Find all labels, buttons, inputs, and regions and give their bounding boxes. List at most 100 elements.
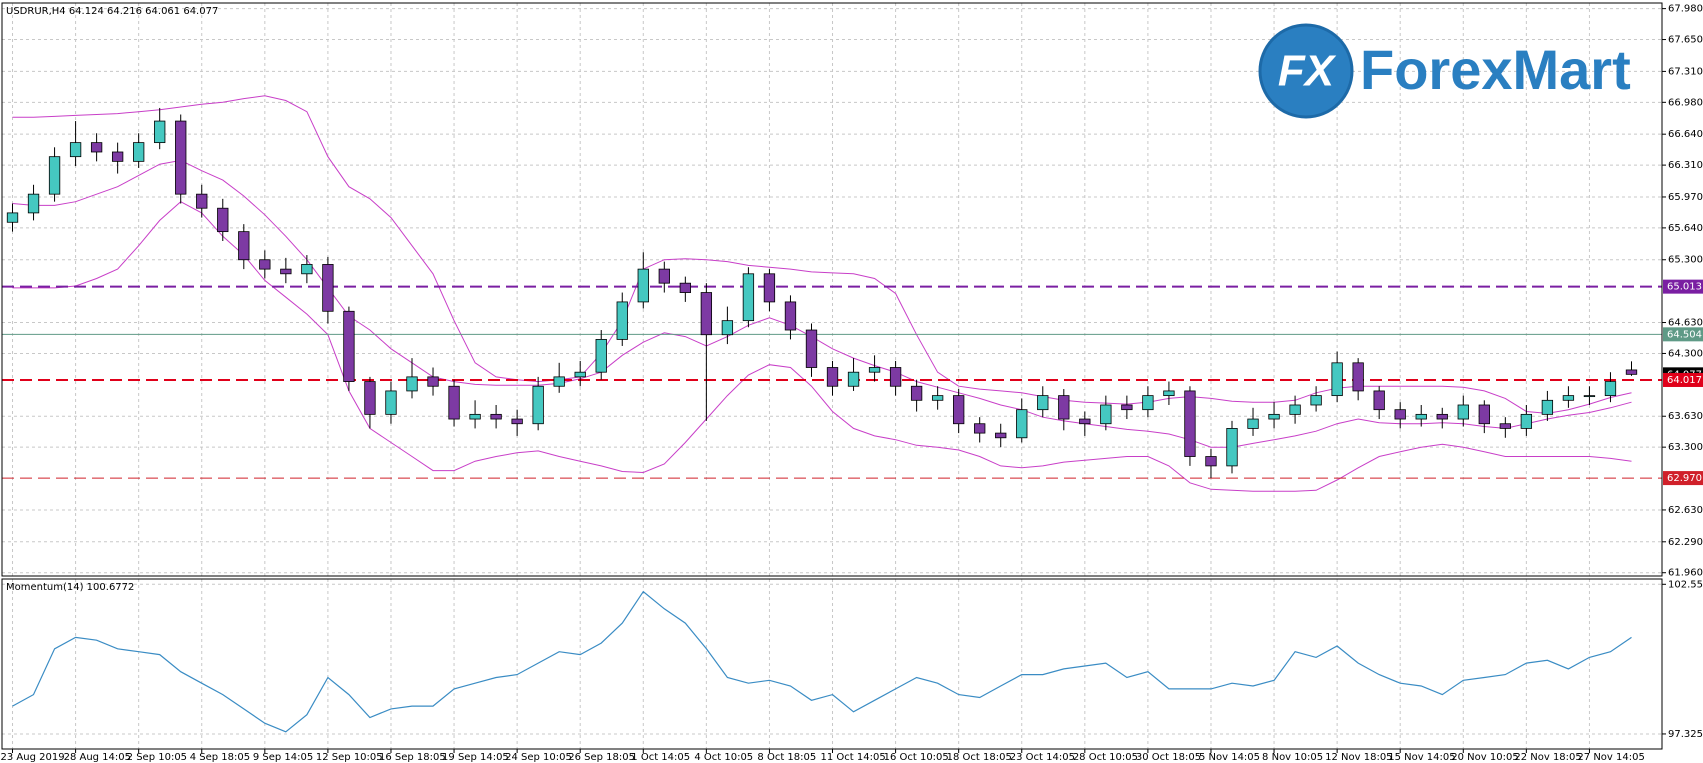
candle-body <box>27 193 40 214</box>
candle-body <box>1037 395 1049 411</box>
y-tick-label: 62.290 <box>1668 537 1703 548</box>
y-tick-label: 102.555 <box>1668 579 1703 590</box>
bollinger-lower <box>12 201 1632 492</box>
candle-body <box>1100 404 1112 425</box>
x-tick-label: 11 Oct 14:05 <box>821 752 886 763</box>
y-tick-label: 63.630 <box>1668 411 1703 422</box>
candle-body <box>1373 390 1385 411</box>
candle-body <box>1247 418 1259 429</box>
candle-body <box>574 371 586 378</box>
candle-body <box>175 120 187 195</box>
candle-body <box>637 268 649 303</box>
bollinger-middle <box>12 159 1632 448</box>
momentum-line <box>12 590 1632 733</box>
y-tick-label: 65.300 <box>1668 255 1703 266</box>
x-tick-label: 23 Aug 2019 <box>1 752 65 763</box>
candle-body <box>1499 423 1511 429</box>
level-label: 65.013 <box>1667 282 1702 293</box>
candle-body <box>385 390 397 415</box>
candle-body <box>427 376 439 387</box>
candle-body <box>1415 413 1427 420</box>
x-tick-label: 26 Sep 18:05 <box>568 752 635 763</box>
candle-body <box>259 259 271 270</box>
candle-body <box>238 231 250 261</box>
grid <box>2 3 1662 749</box>
y-tick-label: 66.310 <box>1668 160 1703 171</box>
candle-body <box>69 142 82 158</box>
y-tick-label: 65.970 <box>1668 192 1703 203</box>
candle-body <box>721 320 734 336</box>
y-tick-label: 62.630 <box>1668 505 1703 516</box>
x-tick-label: 28 Aug 14:05 <box>64 752 131 763</box>
y-tick-label: 67.310 <box>1668 66 1703 77</box>
logo-name: ForexMart <box>1360 38 1631 101</box>
candle-body <box>910 385 923 401</box>
x-tick-label: 27 Nov 14:05 <box>1577 752 1644 763</box>
candle-body <box>1163 390 1175 397</box>
y-tick-label: 66.980 <box>1668 97 1703 108</box>
candle-body <box>532 385 544 425</box>
candle-body <box>1079 418 1091 425</box>
x-tick-label: 16 Oct 10:05 <box>884 752 949 763</box>
candle-body <box>595 338 607 373</box>
x-tick-label: 22 Nov 18:05 <box>1514 752 1581 763</box>
logo-circle <box>1258 23 1354 119</box>
candle-body <box>1268 413 1280 420</box>
candle-body <box>6 212 19 223</box>
candle-body <box>1541 399 1554 415</box>
candle-body <box>511 418 523 425</box>
candle-body <box>868 367 881 373</box>
x-tick-label: 8 Nov 10:05 <box>1262 752 1323 763</box>
y-tick-label: 67.650 <box>1668 35 1703 46</box>
candle-body <box>1016 409 1028 439</box>
candle-body <box>1058 395 1070 420</box>
level-label: 64.504 <box>1667 329 1702 340</box>
candle-body <box>1142 395 1154 411</box>
candle-body <box>133 142 145 162</box>
candle-body <box>847 371 860 387</box>
candle-body <box>974 423 986 434</box>
candle-body <box>301 264 313 275</box>
candle-body <box>805 329 818 368</box>
level-label-box <box>1663 327 1703 342</box>
price-pane-title: USDRUR,H4 64.124 64.216 64.061 64.077 <box>6 6 218 17</box>
candle-body <box>111 151 124 162</box>
y-tick-label: 63.300 <box>1668 442 1703 453</box>
candle-body <box>1310 395 1322 406</box>
candle-body <box>364 381 376 415</box>
x-tick-label: 1 Oct 14:05 <box>631 752 690 763</box>
y-tick-label: 61.960 <box>1668 568 1703 579</box>
candle-body <box>90 142 103 153</box>
y-tick-label: 65.640 <box>1668 223 1703 234</box>
x-tick-label: 8 Oct 18:05 <box>757 752 816 763</box>
candle-body <box>995 432 1007 439</box>
marks <box>2 95 1662 733</box>
candle-body <box>1289 404 1301 415</box>
level-label-box <box>1663 372 1703 387</box>
candle-body <box>1520 413 1533 429</box>
momentum-pane-title: Momentum(14) 100.6772 <box>6 582 134 593</box>
x-tick-label: 28 Oct 10:05 <box>1073 752 1138 763</box>
candle-body <box>490 413 502 420</box>
candle-body <box>931 395 944 401</box>
candle-body <box>1331 362 1343 397</box>
x-tick-label: 23 Oct 14:05 <box>1010 752 1075 763</box>
logo-mark: FX <box>1278 47 1337 96</box>
candle-body <box>1562 395 1575 401</box>
x-tick-label: 16 Sep 18:05 <box>379 752 446 763</box>
candle-body <box>469 413 481 420</box>
x-tick-label: 12 Nov 18:05 <box>1325 752 1392 763</box>
x-tick-label: 4 Sep 18:05 <box>190 752 250 763</box>
y-tick-label: 67.980 <box>1668 4 1703 15</box>
candle-body <box>889 367 902 387</box>
candle-body <box>784 301 797 331</box>
candle-body <box>1604 381 1617 397</box>
candle-body <box>343 310 355 382</box>
x-tick-label: 5 Nov 14:05 <box>1199 752 1260 763</box>
candle-body <box>1583 395 1596 398</box>
candle-body <box>1184 390 1196 457</box>
x-tick-label: 9 Sep 14:05 <box>253 752 313 763</box>
y-tick-label: 66.640 <box>1668 129 1703 140</box>
candle-body <box>48 156 61 195</box>
